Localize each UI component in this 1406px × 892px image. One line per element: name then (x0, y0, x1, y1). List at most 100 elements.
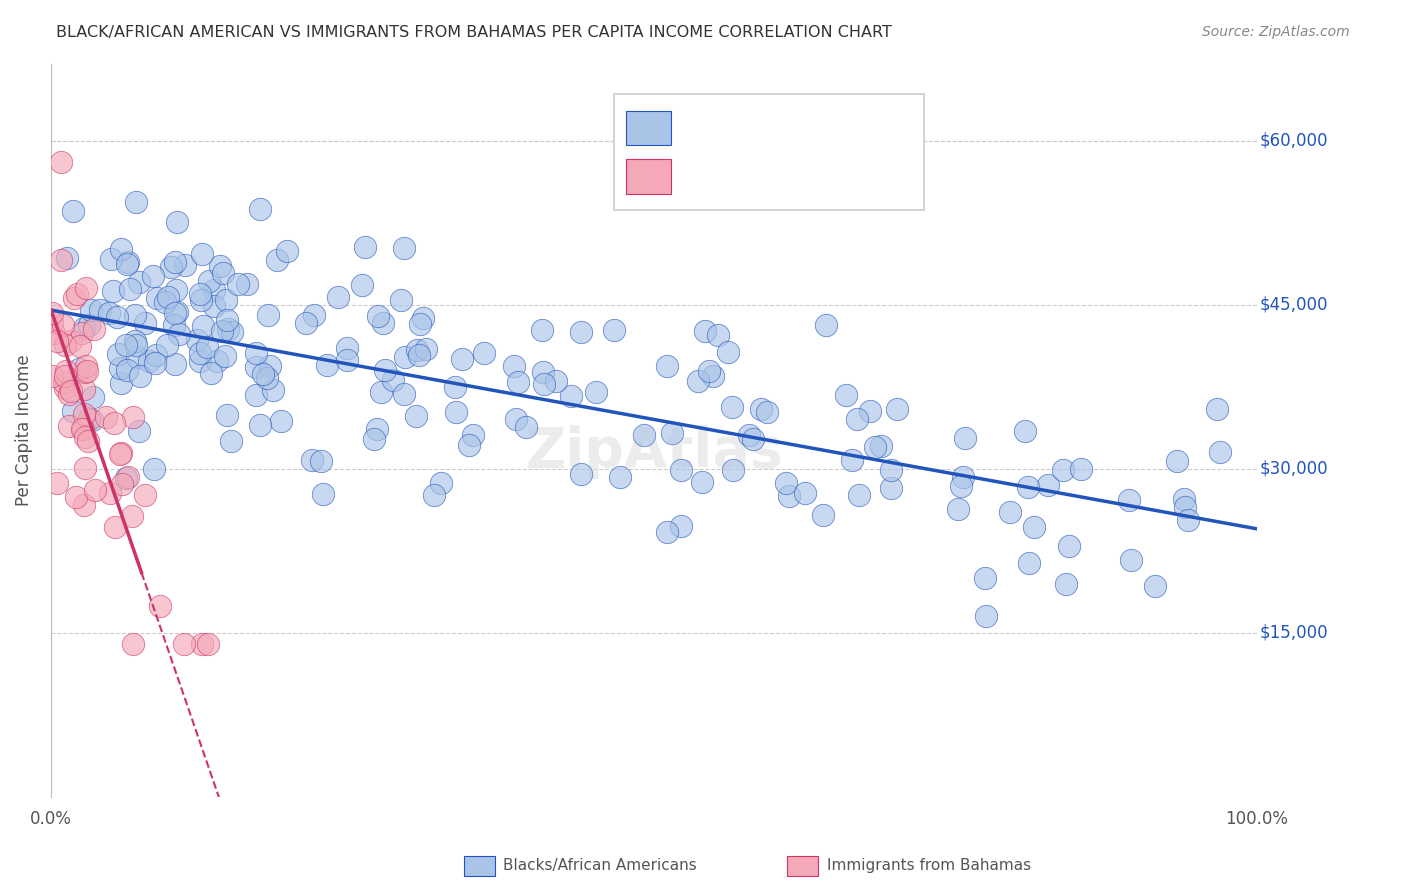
Point (65, 491, 87, 505)
Point (955, 431, 977, 445)
Point (221, 325, 243, 339)
Point (58, 419, 80, 434)
Point (103, 417, 125, 431)
Point (134, 317, 156, 331)
Point (294, 316, 316, 330)
Point (301, 453, 323, 467)
Point (127, 351, 149, 365)
Point (461, 428, 484, 442)
Point (633, 427, 655, 442)
Point (107, 347, 129, 361)
Point (77, 411, 100, 425)
Point (52, 375, 75, 389)
Point (73, 408, 96, 422)
Point (191, 318, 214, 333)
Point (165, 357, 187, 371)
Point (702, 368, 724, 383)
Text: $45,000: $45,000 (1260, 295, 1327, 314)
Point (335, 352, 357, 367)
Point (41, 306, 63, 320)
Point (444, 380, 467, 394)
Point (212, 266, 235, 280)
Point (58, 386, 80, 401)
Text: $60,000: $60,000 (1260, 132, 1327, 150)
Point (195, 340, 218, 354)
Point (120, 283, 142, 297)
Point (188, 354, 211, 368)
Point (245, 388, 267, 402)
Point (69, 339, 91, 353)
Point (149, 599, 172, 613)
Y-axis label: Per Capita Income: Per Capita Income (15, 355, 32, 507)
Point (326, 290, 349, 304)
Point (415, 343, 437, 357)
Point (1144, 579, 1167, 593)
Point (56, 251, 79, 265)
Point (156, 338, 179, 352)
Point (165, 283, 187, 297)
Text: Immigrants from Bahamas: Immigrants from Bahamas (827, 858, 1031, 872)
Text: N =: N = (803, 167, 839, 185)
Point (143, 356, 166, 370)
Text: Source: ZipAtlas.com: Source: ZipAtlas.com (1202, 25, 1350, 39)
Point (1056, 577, 1078, 591)
Point (142, 462, 165, 476)
Point (603, 323, 626, 337)
Point (208, 259, 231, 273)
Point (128, 425, 150, 439)
Point (44, 326, 66, 340)
Point (202, 283, 225, 297)
Point (76, 364, 98, 378)
Point (394, 351, 416, 365)
Point (350, 277, 373, 292)
Point (657, 359, 679, 373)
Point (405, 343, 427, 358)
Point (153, 295, 176, 310)
Point (110, 447, 132, 461)
Point (103, 284, 125, 298)
Point (546, 374, 568, 388)
Point (794, 486, 817, 500)
Point (533, 377, 555, 392)
Point (110, 376, 132, 391)
Point (814, 318, 837, 332)
Point (134, 488, 156, 502)
Point (1024, 519, 1046, 533)
Point (62, 404, 84, 418)
Point (98, 486, 121, 500)
Point (236, 277, 259, 292)
Point (502, 359, 524, 373)
Point (51, 252, 73, 267)
Point (67, 361, 90, 376)
Point (76, 434, 98, 448)
Point (200, 366, 222, 380)
Point (886, 402, 908, 417)
Point (75, 460, 97, 475)
Point (412, 310, 434, 325)
Point (505, 412, 527, 426)
Point (73, 382, 96, 396)
Point (89, 303, 111, 318)
Point (560, 388, 582, 402)
Point (256, 308, 278, 322)
Point (655, 524, 678, 539)
Point (163, 318, 186, 332)
Point (720, 400, 742, 414)
Point (214, 293, 236, 308)
Point (1173, 492, 1195, 507)
Point (124, 308, 146, 322)
Text: BLACK/AFRICAN AMERICAN VS IMMIGRANTS FROM BAHAMAS PER CAPITA INCOME CORRELATION : BLACK/AFRICAN AMERICAN VS IMMIGRANTS FRO… (56, 25, 893, 40)
Point (506, 375, 529, 389)
Point (1177, 513, 1199, 527)
Point (173, 637, 195, 651)
Point (159, 260, 181, 275)
Point (70, 422, 93, 436)
Point (190, 293, 212, 308)
Point (270, 414, 292, 428)
Point (219, 434, 242, 449)
Point (848, 488, 870, 502)
Point (948, 501, 970, 516)
Point (409, 318, 432, 332)
Point (444, 405, 467, 419)
Point (111, 477, 134, 491)
